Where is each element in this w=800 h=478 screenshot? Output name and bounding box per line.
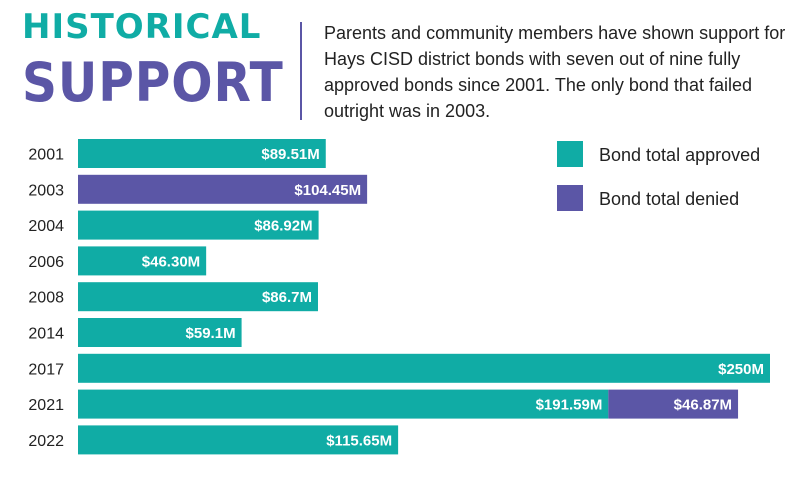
value-label-2003-denied: $104.45M (294, 182, 361, 199)
bar-2014-approved (78, 318, 242, 347)
value-label-2006-approved: $46.30M (142, 253, 200, 270)
legend-label-approved: Bond total approved (599, 145, 760, 165)
bar-2006-approved (78, 246, 207, 276)
bar-2021-denied (608, 389, 739, 419)
value-label-2021-denied: $46.87M (674, 397, 732, 414)
bar-2022-approved (78, 425, 399, 455)
year-label-2017: 2017 (28, 361, 64, 378)
year-label-2003: 2003 (28, 182, 64, 199)
year-label-2014: 2014 (28, 326, 64, 343)
value-label-2008-approved: $86.7M (262, 289, 312, 306)
legend-label-denied: Bond total denied (599, 189, 739, 209)
year-label-2021: 2021 (28, 397, 64, 414)
legend-swatch-denied (557, 185, 583, 211)
description-text: Parents and community members have shown… (324, 23, 786, 121)
legend-swatch-approved (557, 141, 583, 167)
year-label-2004: 2004 (28, 218, 64, 235)
bar-2017-approved (78, 353, 770, 383)
value-label-2014-approved: $59.1M (186, 325, 236, 342)
title-line-2: SUPPORT (22, 51, 284, 114)
bar-2001-approved (78, 139, 326, 168)
bar-2003-denied (78, 174, 368, 204)
value-label-2001-approved: $89.51M (261, 146, 319, 163)
bar-2004-approved (78, 210, 319, 240)
year-label-2008: 2008 (28, 290, 64, 307)
bar-2008-approved (78, 282, 318, 312)
header-divider (300, 22, 302, 120)
value-label-2021-approved: $191.59M (536, 397, 603, 414)
bar-2021-approved (78, 389, 609, 419)
value-label-2022-approved: $115.65M (326, 432, 392, 449)
title-line-1: HISTORICAL (22, 7, 262, 47)
year-label-2001: 2001 (28, 147, 64, 164)
year-label-2022: 2022 (28, 433, 64, 450)
value-label-2004-approved: $86.92M (254, 218, 312, 235)
value-label-2017-approved: $250M (718, 361, 764, 378)
year-label-2006: 2006 (28, 254, 64, 271)
